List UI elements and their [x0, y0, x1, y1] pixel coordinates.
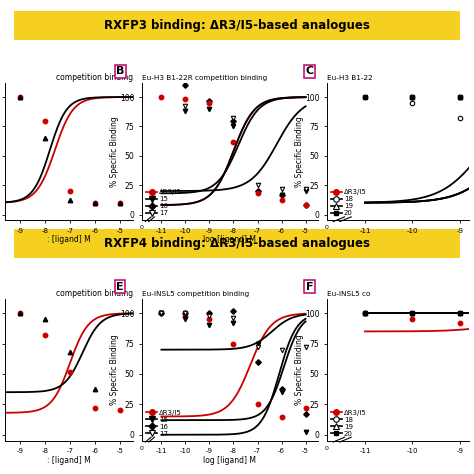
Text: competition binding: competition binding	[55, 73, 133, 82]
Y-axis label: % Specific Binding: % Specific Binding	[109, 334, 118, 405]
Legend: ΔR3/I5, 15, 16, 17: ΔR3/I5, 15, 16, 17	[146, 409, 182, 438]
Legend: ΔR3/I5, 18, 19, 20: ΔR3/I5, 18, 19, 20	[330, 189, 367, 217]
X-axis label: : [ligand] M: : [ligand] M	[47, 236, 91, 245]
FancyBboxPatch shape	[0, 9, 474, 42]
Text: 0: 0	[140, 446, 144, 451]
X-axis label: : [ligand] M: : [ligand] M	[47, 456, 91, 465]
X-axis label: log [ligand] M: log [ligand] M	[203, 456, 256, 465]
Text: 0: 0	[324, 446, 328, 451]
Text: RXFP4 binding: ΔR3/I5-based analogues: RXFP4 binding: ΔR3/I5-based analogues	[104, 237, 370, 250]
Legend: ΔR3/I5, 15, 16, 17: ΔR3/I5, 15, 16, 17	[146, 189, 182, 217]
X-axis label: log [ligand] M: log [ligand] M	[203, 236, 256, 245]
FancyBboxPatch shape	[0, 228, 474, 260]
Legend: ΔR3/I5, 18, 19, 20: ΔR3/I5, 18, 19, 20	[330, 409, 367, 438]
Y-axis label: % Specific Binding: % Specific Binding	[294, 116, 303, 187]
Text: 0: 0	[324, 225, 328, 230]
Text: Eu-H3 B1-22R competition binding: Eu-H3 B1-22R competition binding	[142, 75, 267, 81]
Text: Eu-INSL5 co: Eu-INSL5 co	[327, 291, 371, 297]
Y-axis label: % Specific Binding: % Specific Binding	[294, 334, 303, 405]
Text: RXFP3 binding: ΔR3/I5-based analogues: RXFP3 binding: ΔR3/I5-based analogues	[104, 19, 370, 32]
Text: Eu-INSL5 competition binding: Eu-INSL5 competition binding	[142, 291, 249, 297]
Text: 0: 0	[140, 225, 144, 230]
Text: B: B	[116, 66, 124, 76]
Text: E: E	[116, 282, 124, 292]
Text: C: C	[306, 66, 314, 76]
Y-axis label: % Specific Binding: % Specific Binding	[109, 116, 118, 187]
Text: Eu-H3 B1-22: Eu-H3 B1-22	[327, 75, 373, 81]
Text: F: F	[306, 282, 313, 292]
Text: competition binding: competition binding	[55, 289, 133, 298]
